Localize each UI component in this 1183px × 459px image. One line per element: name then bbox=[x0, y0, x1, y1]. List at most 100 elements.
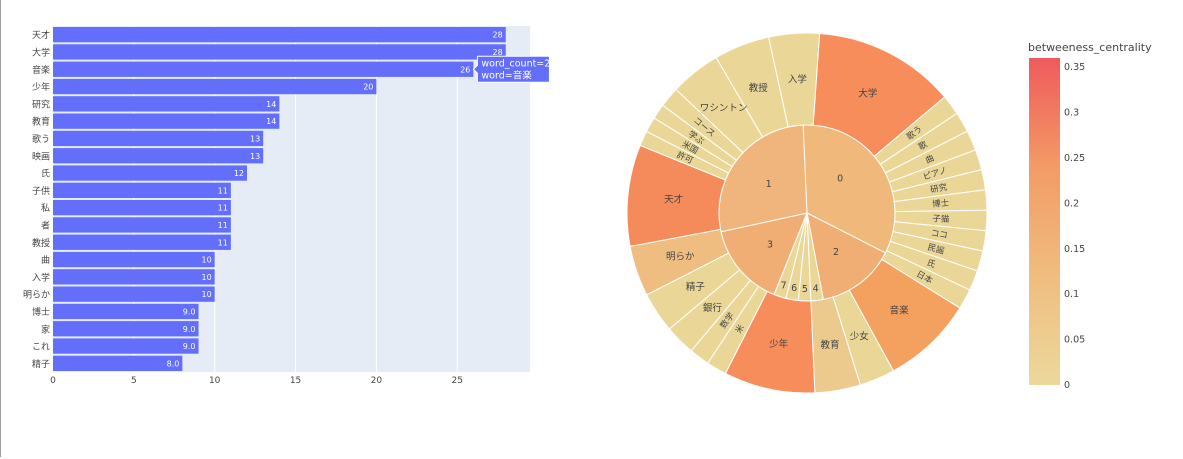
bar-value-label: 11 bbox=[218, 186, 228, 195]
bar-value-label: 12 bbox=[234, 169, 244, 178]
sunburst-outer-sector bbox=[675, 56, 764, 154]
bar-value-label: 13 bbox=[250, 152, 260, 161]
sunburst-chart: 02456731教授入学大学歌う歌曲ピアノ研究博士子猫ココ民謡氏日本音楽少女教育… bbox=[626, 32, 988, 394]
bar bbox=[53, 269, 215, 285]
bar bbox=[53, 61, 474, 77]
sunburst-outer-label: ワシントン bbox=[700, 103, 748, 114]
y-tick-label: 教授 bbox=[32, 237, 50, 249]
x-tick-label: 20 bbox=[371, 376, 383, 386]
y-tick-label: 私 bbox=[41, 203, 50, 214]
bar-value-label: 9.0 bbox=[183, 325, 196, 334]
y-tick-label: 歌う bbox=[32, 133, 50, 145]
bar-value-label: 28 bbox=[493, 48, 503, 57]
bar-value-label: 9.0 bbox=[183, 342, 196, 351]
colorbar-tick-label: 0.2 bbox=[1064, 198, 1079, 209]
bar bbox=[53, 44, 506, 60]
x-tick-label: 15 bbox=[290, 376, 301, 386]
bar bbox=[53, 148, 264, 164]
sunburst-outer-label: 教育 bbox=[820, 339, 839, 351]
y-tick-label: 少年 bbox=[32, 81, 50, 93]
sunburst-outer-label: 教授 bbox=[749, 82, 769, 94]
sunburst-inner-label: 2 bbox=[833, 247, 839, 258]
sunburst-outer-label: 銀行 bbox=[703, 302, 723, 314]
y-tick-label: 明らか bbox=[23, 290, 50, 301]
bar bbox=[53, 355, 183, 371]
bar-value-label: 28 bbox=[493, 31, 503, 40]
y-tick-label: 映画 bbox=[32, 150, 50, 162]
bar-value-label: 10 bbox=[202, 256, 212, 265]
sunburst-outer-label: 明らか bbox=[666, 251, 695, 262]
bar bbox=[53, 251, 215, 268]
sunburst-outer-label: 博士 bbox=[932, 198, 950, 210]
bar bbox=[53, 321, 199, 337]
bar-value-label: 11 bbox=[218, 221, 228, 230]
bar-value-label: 20 bbox=[363, 83, 373, 92]
bar bbox=[53, 200, 231, 216]
colorbar-title: betweeness_centrality bbox=[1028, 41, 1152, 54]
colorbar-tick-label: 0.15 bbox=[1064, 244, 1085, 255]
colorbar-tick-label: 0.25 bbox=[1064, 153, 1085, 164]
x-tick-label: 0 bbox=[50, 376, 56, 386]
bar bbox=[53, 286, 215, 302]
sunburst-outer-label: 研究 bbox=[929, 182, 948, 196]
x-tick-label: 5 bbox=[131, 376, 137, 386]
y-tick-label: 大学 bbox=[32, 46, 50, 58]
sunburst-outer-label: 音楽 bbox=[890, 304, 910, 316]
sunburst-outer-label: 入学 bbox=[788, 73, 807, 85]
sunburst-inner-label: 1 bbox=[766, 179, 772, 190]
bar bbox=[53, 113, 280, 129]
bar bbox=[53, 182, 231, 198]
bar bbox=[53, 130, 264, 147]
colorbar-tick-label: 0 bbox=[1064, 380, 1070, 391]
bar bbox=[53, 234, 231, 250]
colorbar: betweeness_centrality 0 0.05 0.1 0.15 0.2 0.25… bbox=[1028, 41, 1152, 391]
sunburst-inner-label: 3 bbox=[767, 240, 773, 251]
sunburst-outer-label: 氏 bbox=[925, 258, 937, 271]
bar-chart: 0 5 10 15 20 25 天才 28 大学 28 音楽 26 少年 20 研究 14 教育 14 歌う 13 映画… bbox=[23, 26, 556, 386]
y-tick-label: 子供 bbox=[32, 185, 50, 197]
sunburst-outer-label: 少年 bbox=[769, 338, 789, 350]
y-tick-label: 音楽 bbox=[32, 64, 50, 76]
bar-value-label: 13 bbox=[250, 134, 260, 143]
sunburst-outer-label: 曲 bbox=[924, 153, 936, 167]
colorbar-tick-label: 0.35 bbox=[1064, 62, 1085, 73]
y-tick-label: 曲 bbox=[41, 255, 50, 266]
bar-value-label: 10 bbox=[202, 273, 212, 282]
colorbar-tick-label: 0.1 bbox=[1064, 289, 1079, 300]
sunburst-outer-label: 民謡 bbox=[926, 242, 946, 257]
sunburst-outer-label: 天才 bbox=[664, 194, 683, 206]
bar-value-label: 14 bbox=[266, 117, 276, 126]
bar-value-label: 14 bbox=[266, 100, 276, 109]
x-tick-label: 10 bbox=[209, 376, 221, 386]
sunburst-inner-label: 7 bbox=[781, 280, 787, 291]
y-tick-label: 氏 bbox=[41, 169, 50, 180]
sunburst-outer-label: ココ bbox=[930, 229, 948, 242]
sunburst-inner-label: 0 bbox=[837, 173, 843, 184]
sunburst-inner-label: 6 bbox=[791, 283, 797, 294]
y-tick-label: 博士 bbox=[32, 306, 50, 318]
bar bbox=[53, 303, 199, 320]
y-tick-label: 精子 bbox=[32, 358, 50, 370]
y-tick-label: 家 bbox=[41, 323, 50, 335]
bar bbox=[53, 27, 506, 43]
bar bbox=[53, 96, 280, 112]
bar-value-label: 9.0 bbox=[183, 307, 196, 316]
bar bbox=[53, 165, 248, 181]
tooltip-line: word_count=26 bbox=[481, 58, 556, 69]
y-tick-label: 研究 bbox=[32, 98, 50, 110]
colorbar-tick-label: 0.05 bbox=[1064, 335, 1085, 346]
bar-value-label: 11 bbox=[218, 238, 228, 247]
colorbar-tick-label: 0.3 bbox=[1064, 108, 1079, 119]
sunburst-inner-label: 4 bbox=[813, 284, 819, 295]
plot-background bbox=[53, 26, 530, 372]
bar-value-label: 8.0 bbox=[167, 359, 180, 368]
bar-value-label: 26 bbox=[460, 65, 470, 74]
x-tick-label: 25 bbox=[452, 376, 463, 386]
sunburst-outer-label: 精子 bbox=[686, 281, 706, 293]
colorbar-gradient bbox=[1029, 58, 1060, 385]
bar bbox=[53, 217, 231, 233]
sunburst-outer-label: 少女 bbox=[850, 330, 869, 342]
sunburst-outer-label: 子猫 bbox=[932, 213, 950, 225]
